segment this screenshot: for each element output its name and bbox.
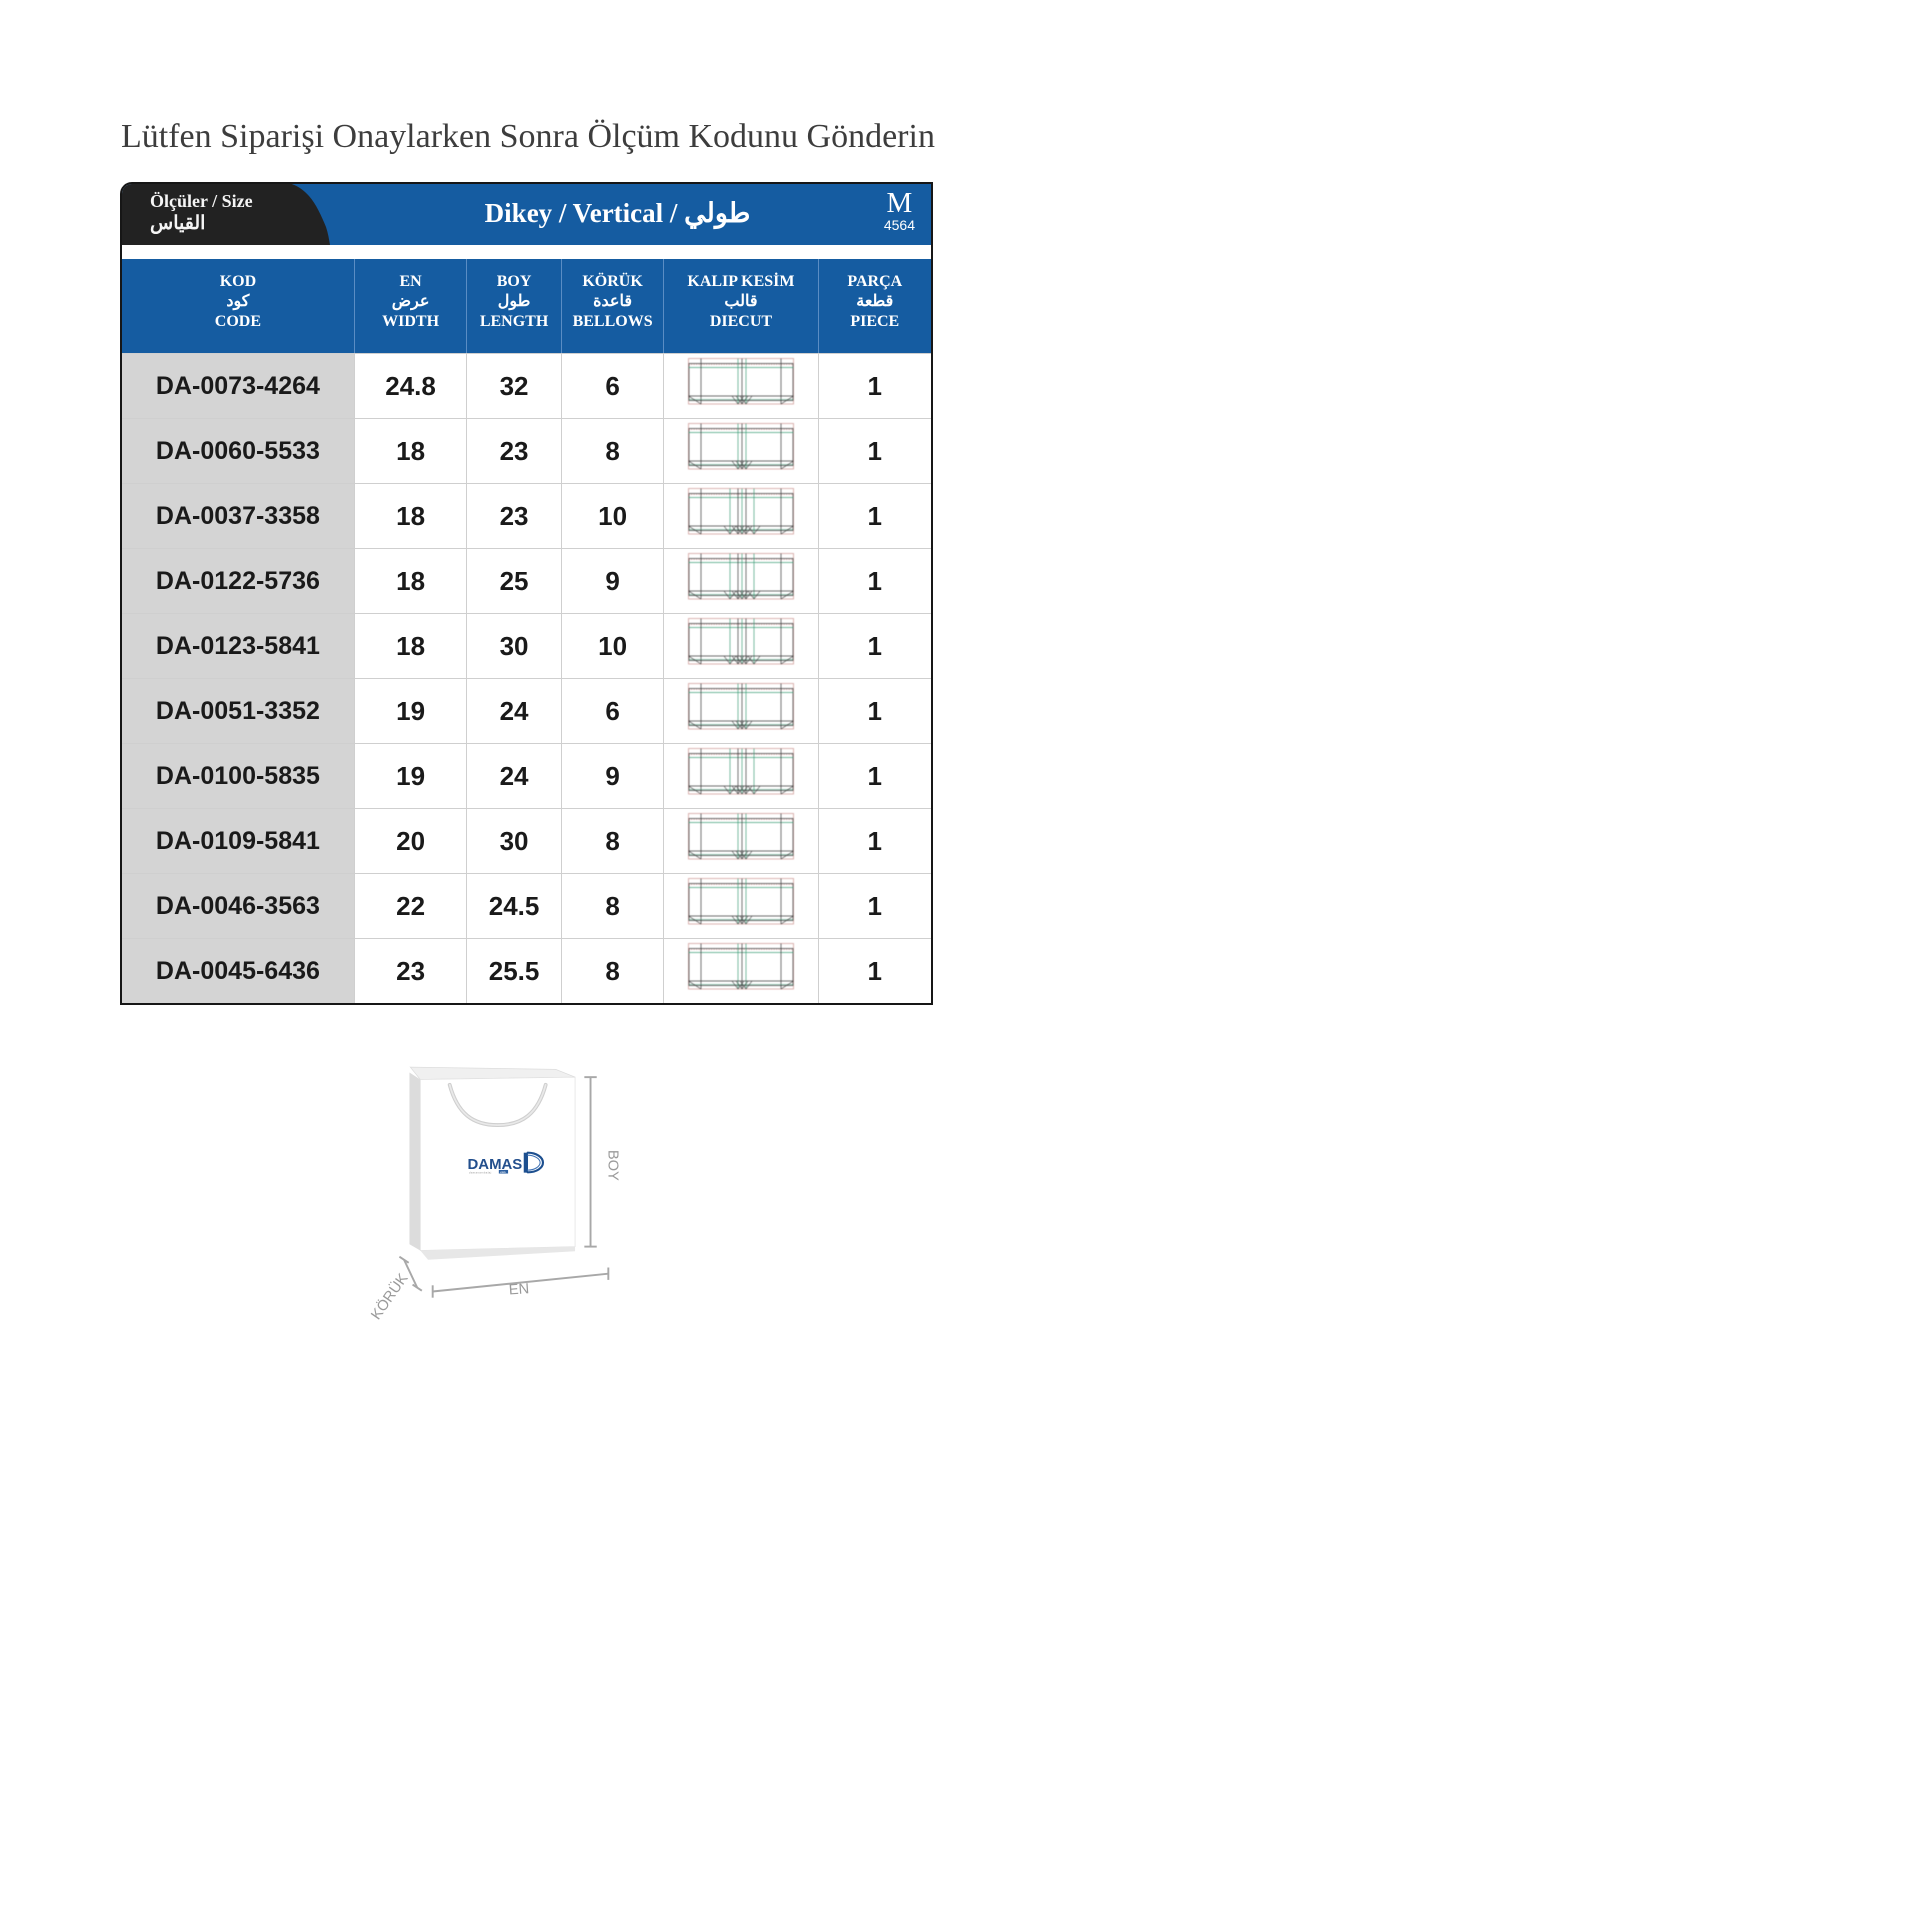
svg-text:BOY: BOY (604, 1150, 620, 1181)
svg-text:.com: .com (500, 1171, 507, 1174)
svg-text:KÖRÜK: KÖRÜK (367, 1270, 412, 1323)
svg-text:damasambalaj: damasambalaj (469, 1170, 492, 1174)
svg-text:EN: EN (508, 1281, 529, 1298)
